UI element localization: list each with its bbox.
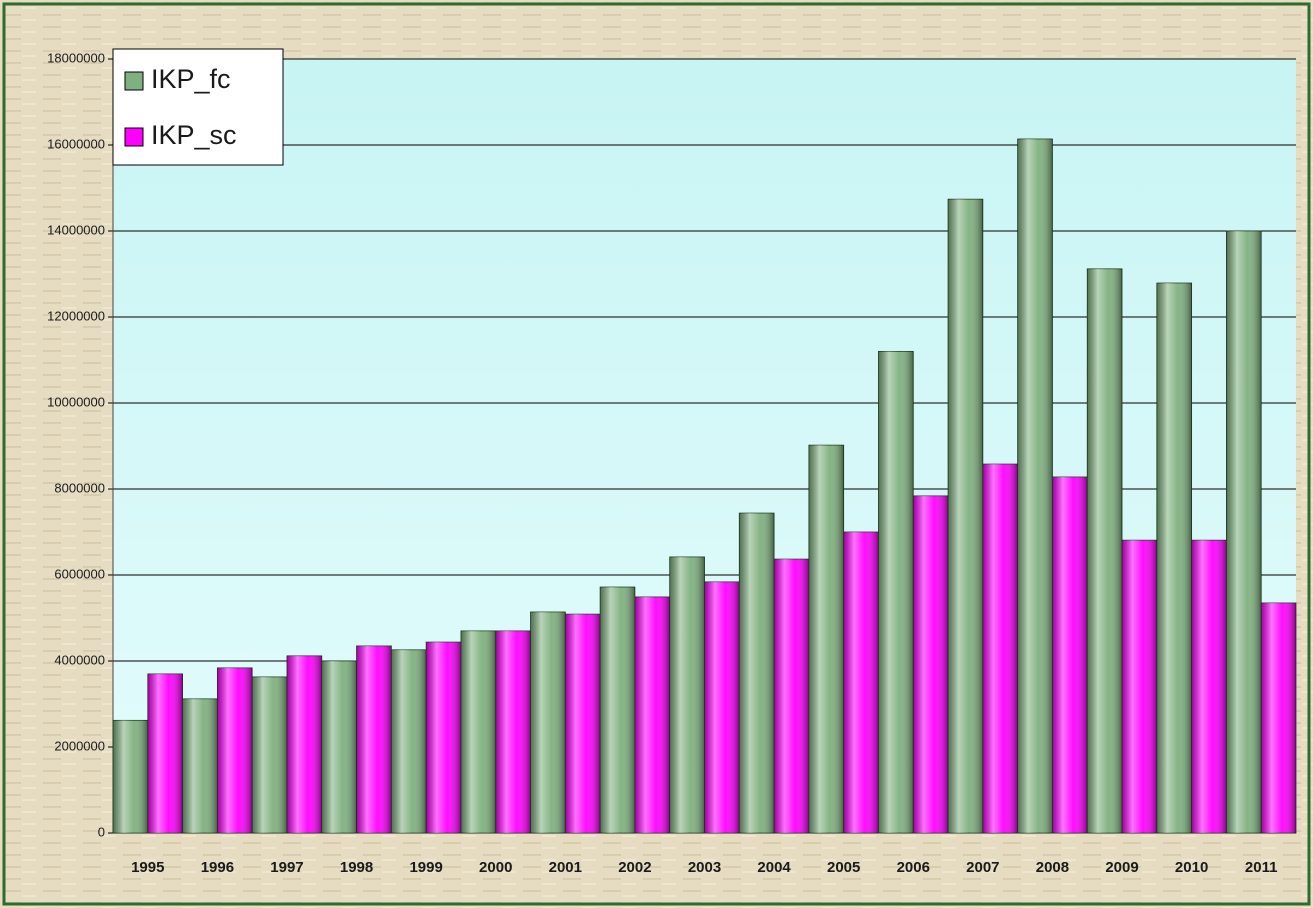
y-tick-label: 6000000	[54, 566, 105, 581]
x-tick-label: 1999	[409, 859, 442, 876]
bar-shade	[391, 649, 427, 833]
bar-shade	[634, 596, 670, 833]
x-tick-label: 1997	[270, 859, 303, 876]
x-tick-label: 2002	[618, 859, 651, 876]
bar-shade	[495, 630, 531, 833]
y-tick-label: 0	[98, 824, 105, 839]
bar-shade	[182, 698, 218, 833]
bar-shade	[1122, 540, 1157, 833]
bar-shade	[878, 351, 914, 833]
bar-shade	[565, 614, 601, 833]
bar-shade	[1261, 602, 1296, 833]
x-tick-label: 2009	[1105, 859, 1138, 876]
y-tick-label: 8000000	[54, 480, 105, 495]
y-tick-label: 2000000	[54, 738, 105, 753]
x-tick-label: 2006	[897, 859, 930, 876]
x-tick-label: 2000	[479, 859, 512, 876]
bar-shade	[147, 673, 183, 833]
y-tick-label: 16000000	[47, 136, 105, 151]
bar-shade	[460, 630, 496, 833]
y-tick-label: 18000000	[47, 50, 105, 65]
x-tick-label: 2011	[1245, 859, 1278, 876]
bar-shade	[1017, 138, 1053, 834]
bar-shade	[356, 645, 392, 833]
x-tick-label: 2007	[966, 859, 999, 876]
bar-shade	[113, 720, 148, 833]
bar-shade	[948, 199, 983, 833]
bar-shade	[739, 513, 775, 833]
bar-shade	[669, 556, 705, 833]
y-tick-label: 10000000	[47, 394, 105, 409]
x-tick-label: 2008	[1036, 859, 1069, 876]
bar-shade	[982, 464, 1018, 833]
legend-label: IKP_fc	[151, 64, 231, 94]
y-tick-label: 12000000	[47, 308, 105, 323]
x-tick-label: 2001	[549, 859, 582, 876]
bar-shade	[1191, 540, 1227, 833]
bar-shade	[913, 495, 949, 833]
x-tick-label: 2010	[1175, 859, 1208, 876]
x-tick-label: 1995	[131, 859, 164, 876]
legend-swatch	[124, 71, 144, 91]
x-tick-label: 2005	[827, 859, 860, 876]
legend-label: IKP_sc	[151, 120, 237, 150]
bar-shade	[1156, 283, 1192, 833]
bar-shade	[774, 559, 809, 833]
bar-shade	[286, 655, 322, 833]
y-tick-label: 4000000	[54, 652, 105, 667]
bar-shade	[252, 676, 287, 833]
bar-shade	[808, 445, 844, 833]
bar-shade	[1226, 231, 1262, 833]
x-tick-label: 1996	[201, 859, 234, 876]
bar-shade	[1052, 476, 1088, 833]
legend-swatch	[124, 127, 144, 147]
bar-shade	[600, 587, 635, 833]
x-tick-label: 2003	[688, 859, 721, 876]
bar-shade	[217, 667, 253, 833]
x-tick-label: 1998	[340, 859, 373, 876]
bar-shade	[843, 532, 879, 833]
bar-shade	[321, 661, 357, 833]
x-tick-label: 2004	[757, 859, 791, 876]
y-tick-label: 14000000	[47, 222, 105, 237]
bar-shade	[704, 581, 740, 833]
bar-shade	[530, 611, 566, 833]
bar-shade	[1087, 268, 1123, 834]
bar-shade	[426, 642, 461, 833]
